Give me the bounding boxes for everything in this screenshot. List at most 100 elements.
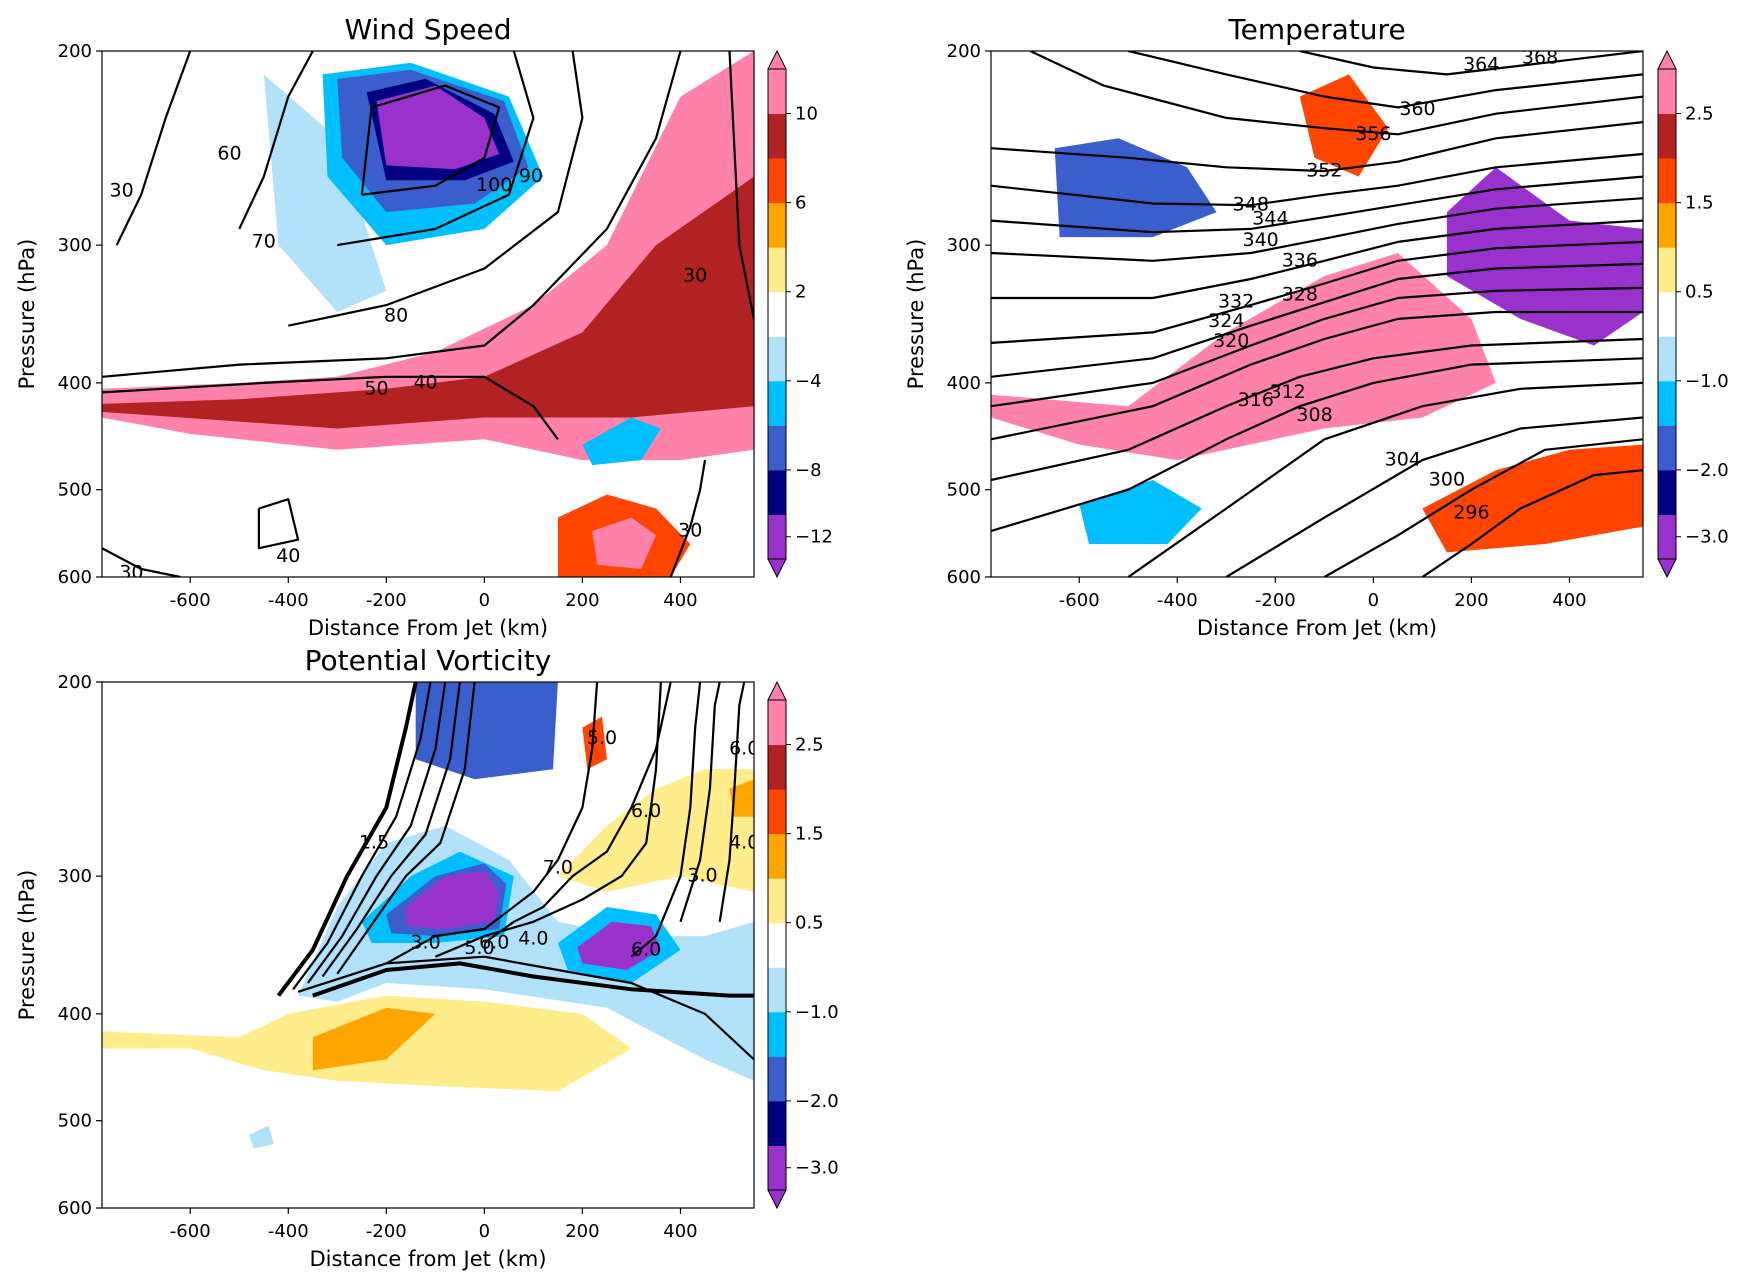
contour-label-4: 4.0 xyxy=(518,927,548,949)
contour-line-5 xyxy=(312,961,754,998)
contour-label-3: 356 xyxy=(1355,123,1391,145)
colorbar-tick-label-3: −1.0 xyxy=(795,1002,839,1023)
y-axis-label: Pressure (hPa) xyxy=(15,870,39,1021)
x-tick-label-2: -200 xyxy=(366,590,407,611)
contour-label-16: 304 xyxy=(1385,449,1421,471)
colorbar-frame xyxy=(767,68,787,560)
y-tick-label-2: 400 xyxy=(947,373,981,394)
contour-line-5 xyxy=(238,51,314,230)
contour-line-5 xyxy=(991,337,1643,482)
contour-label-0: 1.5 xyxy=(359,832,389,854)
fill-region-9 xyxy=(582,417,661,466)
contour-label-7: 6.0 xyxy=(631,800,661,822)
contour-label-4: 352 xyxy=(1306,160,1342,182)
y-tick-label-3: 500 xyxy=(58,480,92,501)
x-tick-label-0: -600 xyxy=(1059,590,1100,611)
colorbar-segment-2 xyxy=(768,1056,786,1102)
colorbar-tick-label-2: 0.5 xyxy=(1685,282,1714,303)
colorbar-tick-label-0: 2.5 xyxy=(795,735,824,756)
colorbar-segment-3 xyxy=(768,1011,786,1057)
colorbar-segment-9 xyxy=(768,744,786,790)
colorbar-segment-8 xyxy=(768,158,786,204)
potential-vorticity-panel: 1.53.0 5.06.0 4.07.06.06.03.04.05.0 6.0-600… xyxy=(15,644,839,1271)
contour-label-7: 340 xyxy=(1242,229,1278,251)
y-tick-label-4: 600 xyxy=(58,1198,92,1219)
colorbar-segment-3 xyxy=(1658,380,1676,426)
x-tick-label-3: 0 xyxy=(1368,590,1379,611)
y-tick-label-4: 600 xyxy=(58,567,92,588)
colorbar-segment-2 xyxy=(1658,425,1676,471)
contour-line-10 xyxy=(991,219,1643,300)
colorbar-segment-7 xyxy=(1658,202,1676,248)
contour-label-7: 40 xyxy=(413,371,437,393)
x-tick-label-4: 200 xyxy=(565,590,599,611)
contour-label-11: 6.0 xyxy=(729,737,759,759)
colorbar-tick-label-4: −8 xyxy=(795,460,822,481)
colorbar-segment-9 xyxy=(768,113,786,159)
contour-line-11 xyxy=(679,682,721,923)
y-tick-label-0: 200 xyxy=(947,41,981,62)
y-tick-label-3: 500 xyxy=(58,1111,92,1132)
colorbar-tick-label-1: 1.5 xyxy=(795,824,824,845)
x-axis-label: Distance From Jet (km) xyxy=(1197,616,1437,640)
axes-frame xyxy=(101,50,755,578)
contour-line-12 xyxy=(718,682,746,922)
colorbar-frame xyxy=(1657,68,1677,560)
colorbar-tick-label-3: −4 xyxy=(795,371,822,392)
x-tick-label-2: -200 xyxy=(1255,590,1296,611)
colorbar-tick-label-1: 6 xyxy=(795,193,806,214)
contour-line-8 xyxy=(991,262,1643,378)
contour-line-10 xyxy=(669,459,707,577)
chart-title: Temperature xyxy=(1227,13,1405,46)
contour-label-10: 40 xyxy=(276,545,300,567)
colorbar-tick-label-5: −3.0 xyxy=(795,1158,839,1179)
contour-label-1: 3.0 xyxy=(410,932,440,954)
colorbar-segment-6 xyxy=(1658,247,1676,293)
fill-region-5 xyxy=(1299,74,1389,177)
contour-line-15 xyxy=(1029,51,1643,136)
contour-line-17 xyxy=(1299,51,1643,76)
contour-label-0: 30 xyxy=(110,180,134,202)
contour-line-8 xyxy=(360,84,501,196)
contour-label-5: 90 xyxy=(519,165,543,187)
contour-line-6 xyxy=(991,310,1643,441)
axes-frame xyxy=(990,50,1644,578)
x-tick-label-0: -600 xyxy=(170,590,211,611)
colorbar-segment-4 xyxy=(1658,336,1676,382)
fill-region-8 xyxy=(376,85,500,170)
x-tick-label-1: -400 xyxy=(1157,590,1198,611)
contour-label-14: 312 xyxy=(1269,381,1305,403)
x-tick-label-5: 400 xyxy=(663,1221,697,1242)
contour-line-7 xyxy=(483,682,672,944)
colorbar-segment-10 xyxy=(1658,69,1676,115)
contour-line-7 xyxy=(337,51,535,247)
contour-label-0: 364 xyxy=(1463,54,1499,76)
contour-line-9 xyxy=(728,51,754,320)
contour-label-6: 50 xyxy=(364,377,388,399)
contour-line-9 xyxy=(434,682,662,958)
contour-line-0 xyxy=(102,547,181,577)
contour-line-3 xyxy=(321,682,461,978)
contour-line-8 xyxy=(385,682,599,965)
contour-label-2: 5.0 xyxy=(464,937,494,959)
fill-region-13 xyxy=(249,1125,274,1149)
contour-line-11 xyxy=(991,197,1643,262)
y-tick-label-2: 400 xyxy=(58,373,92,394)
contour-line-2 xyxy=(307,682,447,984)
colorbar-segment-9 xyxy=(1658,113,1676,159)
contour-label-12: 320 xyxy=(1213,330,1249,352)
contour-line-13 xyxy=(991,152,1643,207)
fill-region-5 xyxy=(405,871,500,929)
colorbar: 10 6 2 −4 −8 −12 xyxy=(767,49,833,579)
x-tick-label-4: 200 xyxy=(565,1221,599,1242)
contour-line-2 xyxy=(102,375,559,440)
contour-line-3 xyxy=(1127,381,1643,577)
colorbar-tick-label-4: −2.0 xyxy=(795,1091,839,1112)
y-tick-label-0: 200 xyxy=(58,672,92,693)
y-tick-label-4: 600 xyxy=(947,567,981,588)
x-tick-label-2: -200 xyxy=(366,1221,407,1242)
colorbar-segment-6 xyxy=(768,878,786,924)
contour-label-1: 60 xyxy=(217,142,241,164)
